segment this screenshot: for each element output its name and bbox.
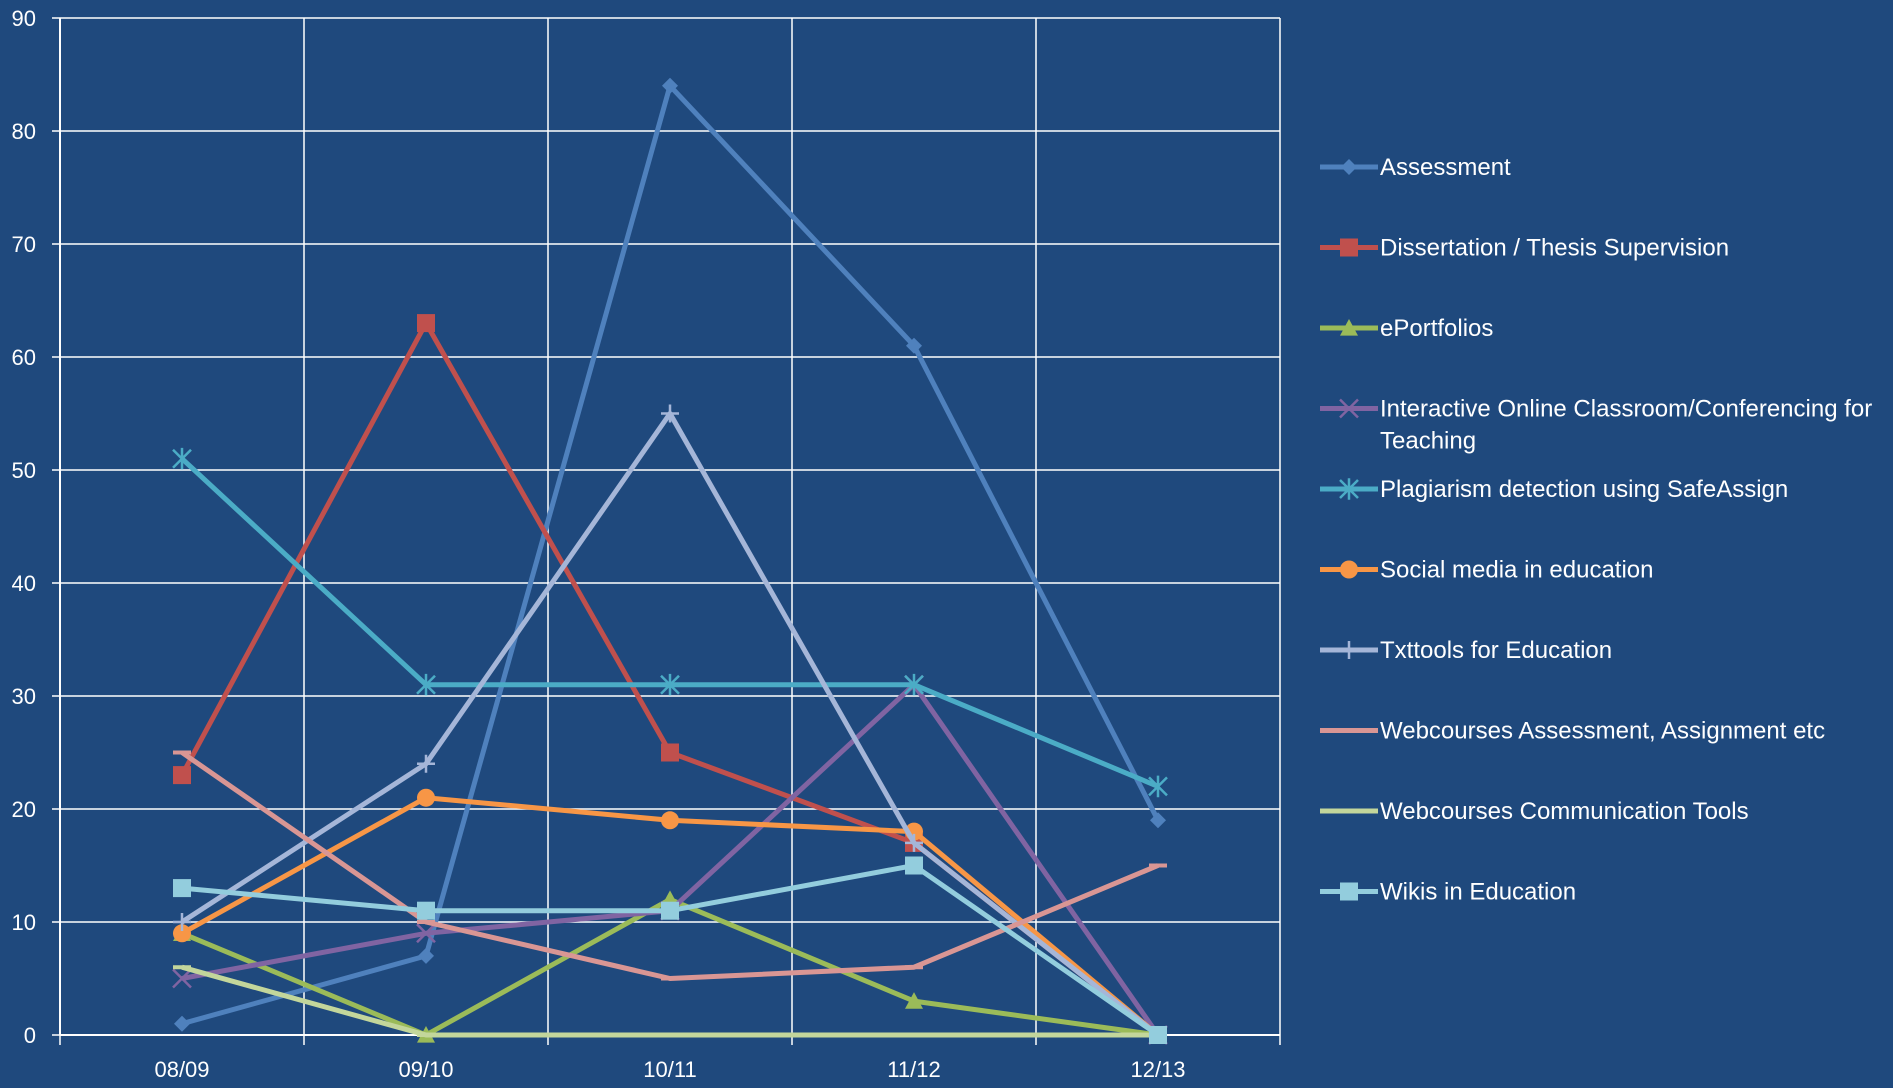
data-point-interactive-online-classroom-conferencing-for-teaching: [172, 968, 192, 989]
legend-item-webcourses-communication-tools: Webcourses Communication Tools: [1320, 798, 1749, 825]
legend-marker: [1339, 398, 1359, 419]
series-webcourses-communication-tools: [173, 964, 1167, 1038]
legend-marker: [1340, 319, 1358, 336]
series-interactive-online-classroom-conferencing-for-teaching: [172, 674, 1168, 1045]
data-point-assessment: [418, 947, 434, 964]
legend-item-social-media-in-education: Social media in education: [1320, 557, 1654, 584]
axis-layer: 0 10 20 30 40 50 60 70 80 90 08/09 09/10 10/11 11/12 1…: [12, 6, 1281, 1082]
x-tick-label: 09/10: [398, 1057, 453, 1082]
y-tick-label: 60: [12, 345, 36, 370]
series-webcourses-assessment-assignment-etc: [173, 750, 1167, 981]
series-line-webcourses-assessment-assignment-etc: [180, 750, 1159, 981]
data-point-txttools-for-education: [417, 754, 435, 773]
legend-label-line: Interactive Online Classroom/Conferencin…: [1380, 396, 1872, 423]
legend-label-line: ePortfolios: [1380, 315, 1493, 342]
legend-item-eportfolios: ePortfolios: [1320, 315, 1493, 342]
data-point-plagiarism-detection-using-safeassign: [172, 447, 192, 470]
data-point-wikis-in-education: [905, 856, 923, 875]
data-point-assessment: [662, 77, 678, 94]
legend-label: ePortfolios: [1380, 315, 1493, 342]
series-plagiarism-detection-using-safeassign: [172, 447, 1168, 798]
legend-label-line: Webcourses Communication Tools: [1380, 798, 1749, 825]
y-tick-label: 30: [12, 684, 36, 709]
legend-item-interactive-online-classroom-conferencing-for-teaching: Interactive Online Classroom/Conferencin…: [1320, 396, 1872, 455]
legend-item-assessment: Assessment: [1320, 154, 1511, 181]
legend: Assessment Dissertation / Thesis Supervis…: [1320, 154, 1872, 906]
legend-label-line: Teaching: [1380, 428, 1476, 455]
legend-marker: [1341, 159, 1357, 175]
data-point-social-media-in-education: [417, 788, 435, 807]
x-tick-label: 11/12: [887, 1057, 940, 1082]
data-point-plagiarism-detection-using-safeassign: [1148, 775, 1168, 798]
legend-label: Assessment: [1380, 154, 1511, 181]
legend-label-line: Webcourses Assessment, Assignment etc: [1380, 718, 1825, 745]
x-tick-label: 08/09: [154, 1057, 209, 1082]
data-point-social-media-in-education: [661, 811, 679, 830]
data-point-assessment: [906, 337, 922, 354]
legend-item-dissertation-thesis-supervision: Dissertation / Thesis Supervision: [1320, 235, 1729, 262]
legend-item-plagiarism-detection-using-safeassign: Plagiarism detection using SafeAssign: [1320, 476, 1788, 503]
data-point-wikis-in-education: [661, 901, 679, 920]
data-point-interactive-online-classroom-conferencing-for-teaching: [416, 923, 436, 944]
x-tick-label: 12/13: [1130, 1057, 1185, 1082]
legend-marker: [1340, 560, 1358, 579]
legend-label-line: Social media in education: [1380, 557, 1654, 584]
y-tick-label: 50: [12, 458, 36, 483]
legend-label: Interactive Online Classroom/Conferencin…: [1380, 396, 1872, 455]
legend-marker: [1340, 238, 1358, 257]
legend-label: Social media in education: [1380, 557, 1654, 584]
legend-label-line: Plagiarism detection using SafeAssign: [1380, 476, 1788, 503]
y-tick-label: 20: [12, 797, 36, 822]
legend-label: Txttools for Education: [1380, 637, 1612, 664]
y-tick-label: 0: [24, 1023, 36, 1048]
y-tick-label: 10: [12, 910, 36, 935]
data-point-wikis-in-education: [1149, 1026, 1167, 1044]
y-tick-label: 40: [12, 571, 36, 596]
y-tick-label: 70: [12, 232, 36, 257]
data-point-social-media-in-education: [173, 924, 191, 943]
data-point-dissertation-thesis-supervision: [173, 766, 191, 785]
series-layer: [172, 77, 1168, 1045]
data-point-dissertation-thesis-supervision: [661, 743, 679, 762]
data-point-assessment: [1150, 812, 1166, 829]
data-point-assessment: [174, 1015, 190, 1032]
legend-item-txttools-for-education: Txttools for Education: [1320, 637, 1612, 664]
legend-item-webcourses-assessment-assignment-etc: Webcourses Assessment, Assignment etc: [1320, 718, 1825, 745]
series-assessment: [174, 77, 1166, 1032]
legend-marker: [1340, 882, 1358, 901]
legend-marker: [1340, 641, 1358, 659]
legend-label: Webcourses Communication Tools: [1380, 798, 1749, 825]
legend-label: Webcourses Assessment, Assignment etc: [1380, 718, 1825, 745]
legend-label-line: Assessment: [1380, 154, 1511, 181]
data-point-txttools-for-education: [905, 833, 923, 852]
data-point-txttools-for-education: [661, 404, 679, 423]
series-line-assessment: [181, 83, 1161, 1027]
data-point-plagiarism-detection-using-safeassign: [416, 673, 436, 696]
series-wikis-in-education: [173, 856, 1167, 1044]
data-point-plagiarism-detection-using-safeassign: [660, 673, 680, 696]
legend-label: Plagiarism detection using SafeAssign: [1380, 476, 1788, 503]
legend-label-line: Txttools for Education: [1380, 637, 1612, 664]
legend-marker: [1339, 478, 1359, 500]
series-txttools-for-education: [173, 404, 1167, 1044]
legend-item-wikis-in-education: Wikis in Education: [1320, 879, 1576, 906]
data-point-wikis-in-education: [173, 879, 191, 898]
data-point-wikis-in-education: [417, 901, 435, 920]
data-point-txttools-for-education: [173, 913, 191, 931]
y-tick-label: 90: [12, 6, 36, 31]
legend-label-line: Wikis in Education: [1380, 879, 1576, 906]
x-tick-label: 10/11: [643, 1057, 696, 1082]
y-tick-label: 80: [12, 119, 36, 144]
data-point-plagiarism-detection-using-safeassign: [904, 673, 924, 696]
data-point-eportfolios: [905, 992, 923, 1009]
legend-label-line: Dissertation / Thesis Supervision: [1380, 235, 1729, 262]
legend-label: Wikis in Education: [1380, 879, 1576, 906]
data-point-dissertation-thesis-supervision: [417, 314, 435, 333]
legend-label: Dissertation / Thesis Supervision: [1380, 235, 1729, 262]
